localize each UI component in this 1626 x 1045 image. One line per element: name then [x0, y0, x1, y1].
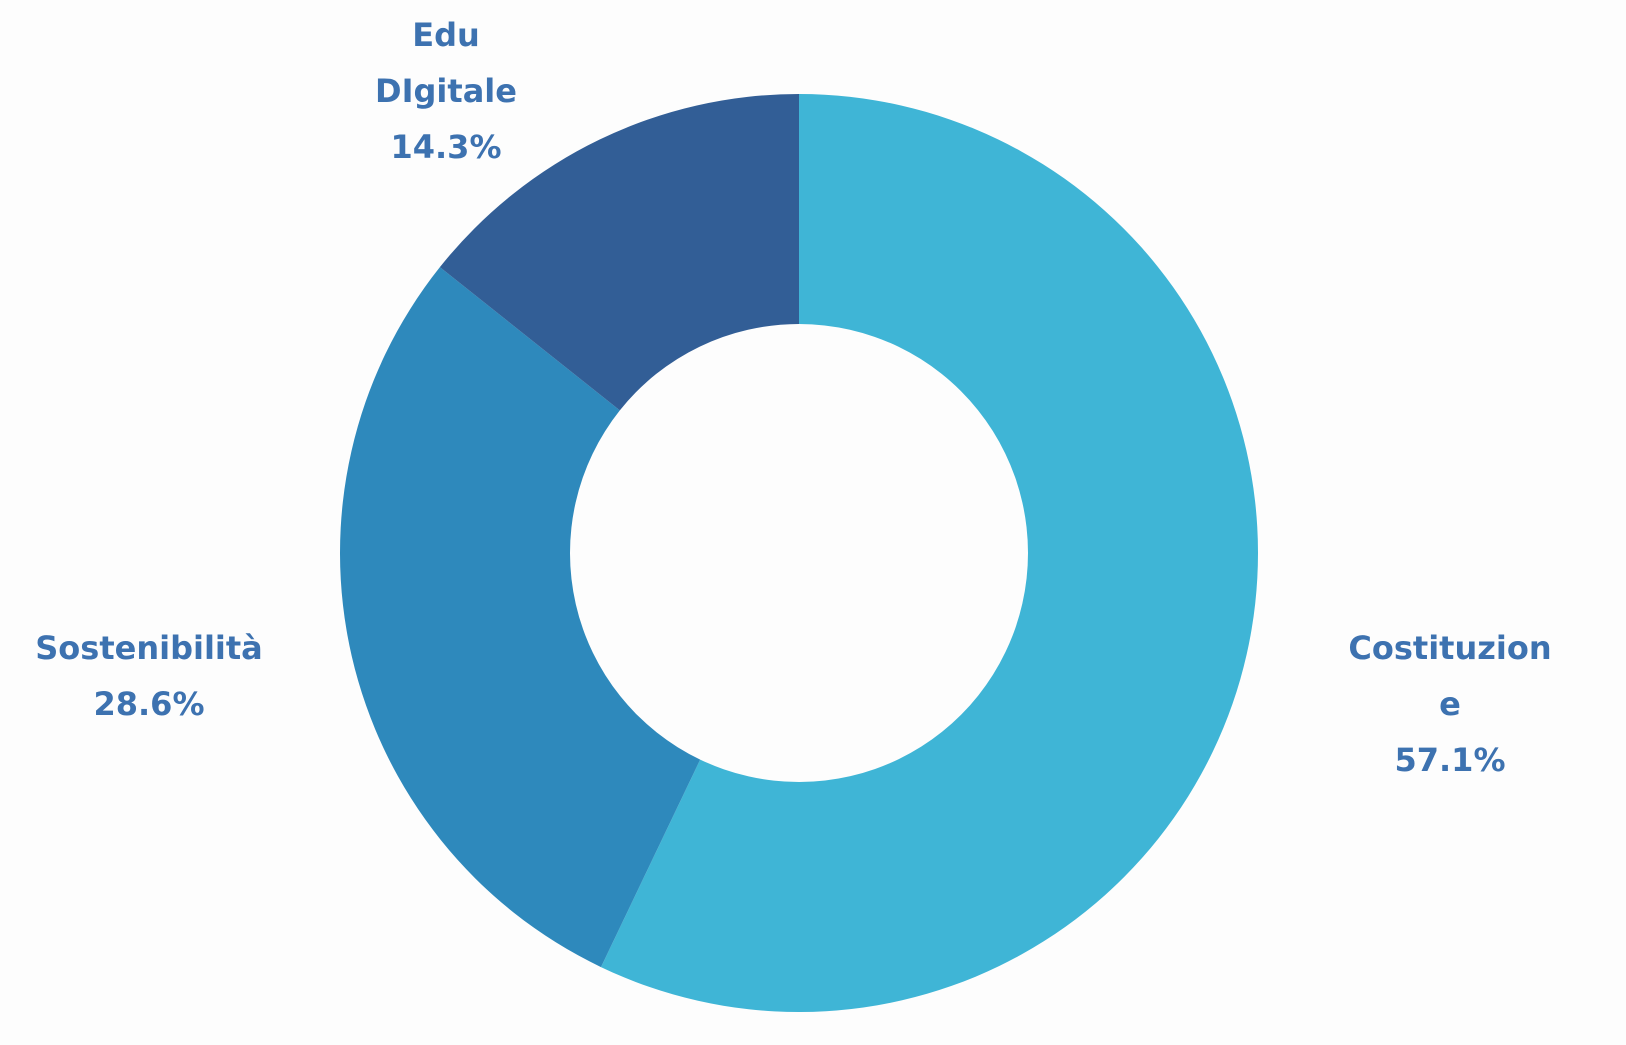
slice-name: Costituzione	[1348, 629, 1552, 723]
slice-label: Costituzione 57.1%	[1339, 620, 1561, 788]
slice-value: 57.1%	[1394, 741, 1506, 779]
slice-name: Sostenibilità	[35, 629, 263, 667]
donut-slice	[439, 94, 799, 411]
donut-slice	[340, 267, 701, 968]
slice-label: Edu DIgitale 14.3%	[361, 7, 531, 175]
slice-value: 14.3%	[390, 128, 502, 166]
slice-label: Sostenibilità 28.6%	[19, 620, 279, 732]
slice-value: 28.6%	[93, 685, 205, 723]
slice-name: Edu DIgitale	[375, 16, 517, 110]
donut-slice	[600, 94, 1258, 1012]
